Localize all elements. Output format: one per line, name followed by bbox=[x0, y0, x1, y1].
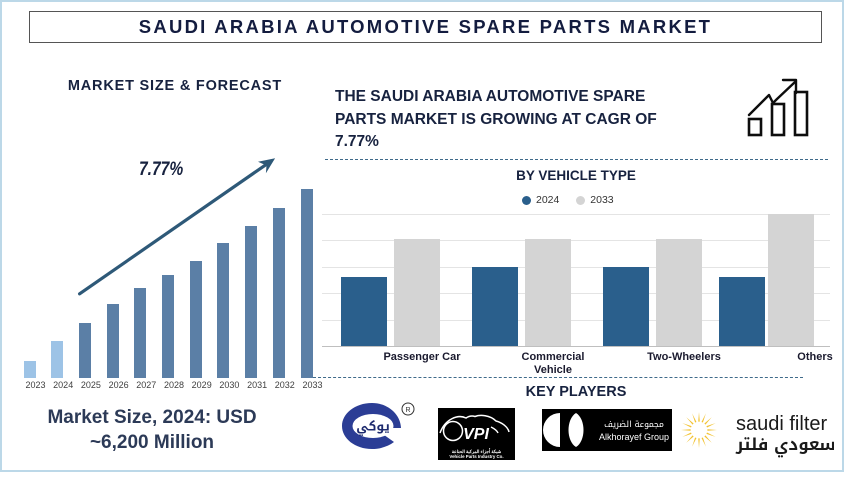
svg-text:Alkhorayef Group: Alkhorayef Group bbox=[599, 432, 669, 442]
svg-text:VPI: VPI bbox=[463, 426, 489, 443]
svg-text:مجموعة الضريف: مجموعة الضريف bbox=[604, 417, 664, 433]
svg-text:R: R bbox=[405, 407, 410, 414]
svg-text:يوكي: يوكي bbox=[356, 415, 390, 439]
svg-text:سعودي فلتر: سعودي فلتر bbox=[735, 430, 834, 458]
